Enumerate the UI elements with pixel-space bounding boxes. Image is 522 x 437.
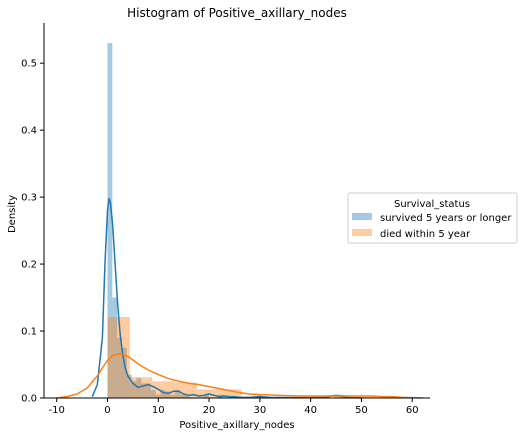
x-tick-label: 20 [203, 405, 216, 416]
y-axis-ticks: 0.0 0.1 0.2 0.3 0.4 0.5 [21, 59, 44, 405]
y-tick-label: 0.2 [21, 260, 37, 271]
kde-line-survived [91, 197, 362, 399]
chart-title: Histogram of Positive_axillary_nodes [127, 6, 347, 20]
hist-bar-survived-4 [126, 374, 132, 398]
hist-bar-survived-14 [175, 389, 180, 398]
hist-bar-survived-12 [165, 391, 171, 398]
y-tick-label: 0.5 [21, 59, 37, 70]
y-tick-label: 0.0 [21, 394, 37, 405]
legend-swatch-died [352, 229, 372, 236]
y-tick-label: 0.1 [21, 327, 37, 338]
hist-bar-died-8 [353, 396, 376, 398]
legend-frame [347, 192, 518, 244]
hist-bar-survived-13 [170, 394, 176, 398]
hist-bar-survived-5 [131, 381, 137, 398]
hist-bar-died-1 [129, 377, 153, 398]
x-tick-label: 60 [406, 405, 419, 416]
hist-bar-survived-8 [146, 383, 151, 398]
x-tick-label: 10 [152, 405, 165, 416]
hist-bar-died-2 [152, 381, 175, 398]
legend: Survival_status survived 5 years or long… [347, 192, 518, 244]
x-axis-ticks: -10 0 10 20 30 40 50 60 [49, 398, 419, 416]
hist-bar-survived-3 [121, 347, 127, 398]
x-axis-label: Positive_axillary_nodes [179, 420, 294, 431]
hist-bar-survived-0 [107, 43, 113, 398]
x-tick-label: 30 [253, 405, 266, 416]
hist-bar-survived-11 [160, 389, 166, 398]
hist-bar-survived-2 [117, 337, 122, 398]
legend-title: Survival_status [394, 199, 470, 210]
hist-bar-died-3 [174, 382, 197, 398]
hist-bar-died-0 [107, 316, 130, 398]
x-tick-label: 0 [104, 405, 110, 416]
y-axis-label: Density [7, 195, 18, 233]
hist-bar-survived-7 [141, 383, 147, 398]
hist-bar-died-5 [219, 389, 242, 398]
histogram-bars [107, 43, 376, 398]
hist-bar-survived-16 [184, 394, 190, 398]
y-tick-label: 0.3 [21, 193, 37, 204]
x-tick-label: 50 [355, 405, 368, 416]
hist-bar-survived-9 [150, 389, 156, 398]
y-tick-label: 0.4 [21, 126, 37, 137]
kde-line-died [56, 353, 423, 399]
legend-label-survived: survived 5 years or longer [380, 213, 512, 224]
x-tick-label: 40 [304, 405, 317, 416]
hist-bar-survived-17 [203, 394, 209, 398]
hist-bar-survived-10 [155, 394, 161, 398]
x-tick-label: -10 [49, 405, 65, 416]
hist-bar-survived-15 [179, 394, 185, 398]
hist-bar-survived-6 [136, 377, 142, 398]
legend-swatch-survived [352, 213, 372, 220]
hist-bar-survived-1 [112, 297, 118, 398]
legend-label-died: died within 5 year [380, 229, 471, 240]
